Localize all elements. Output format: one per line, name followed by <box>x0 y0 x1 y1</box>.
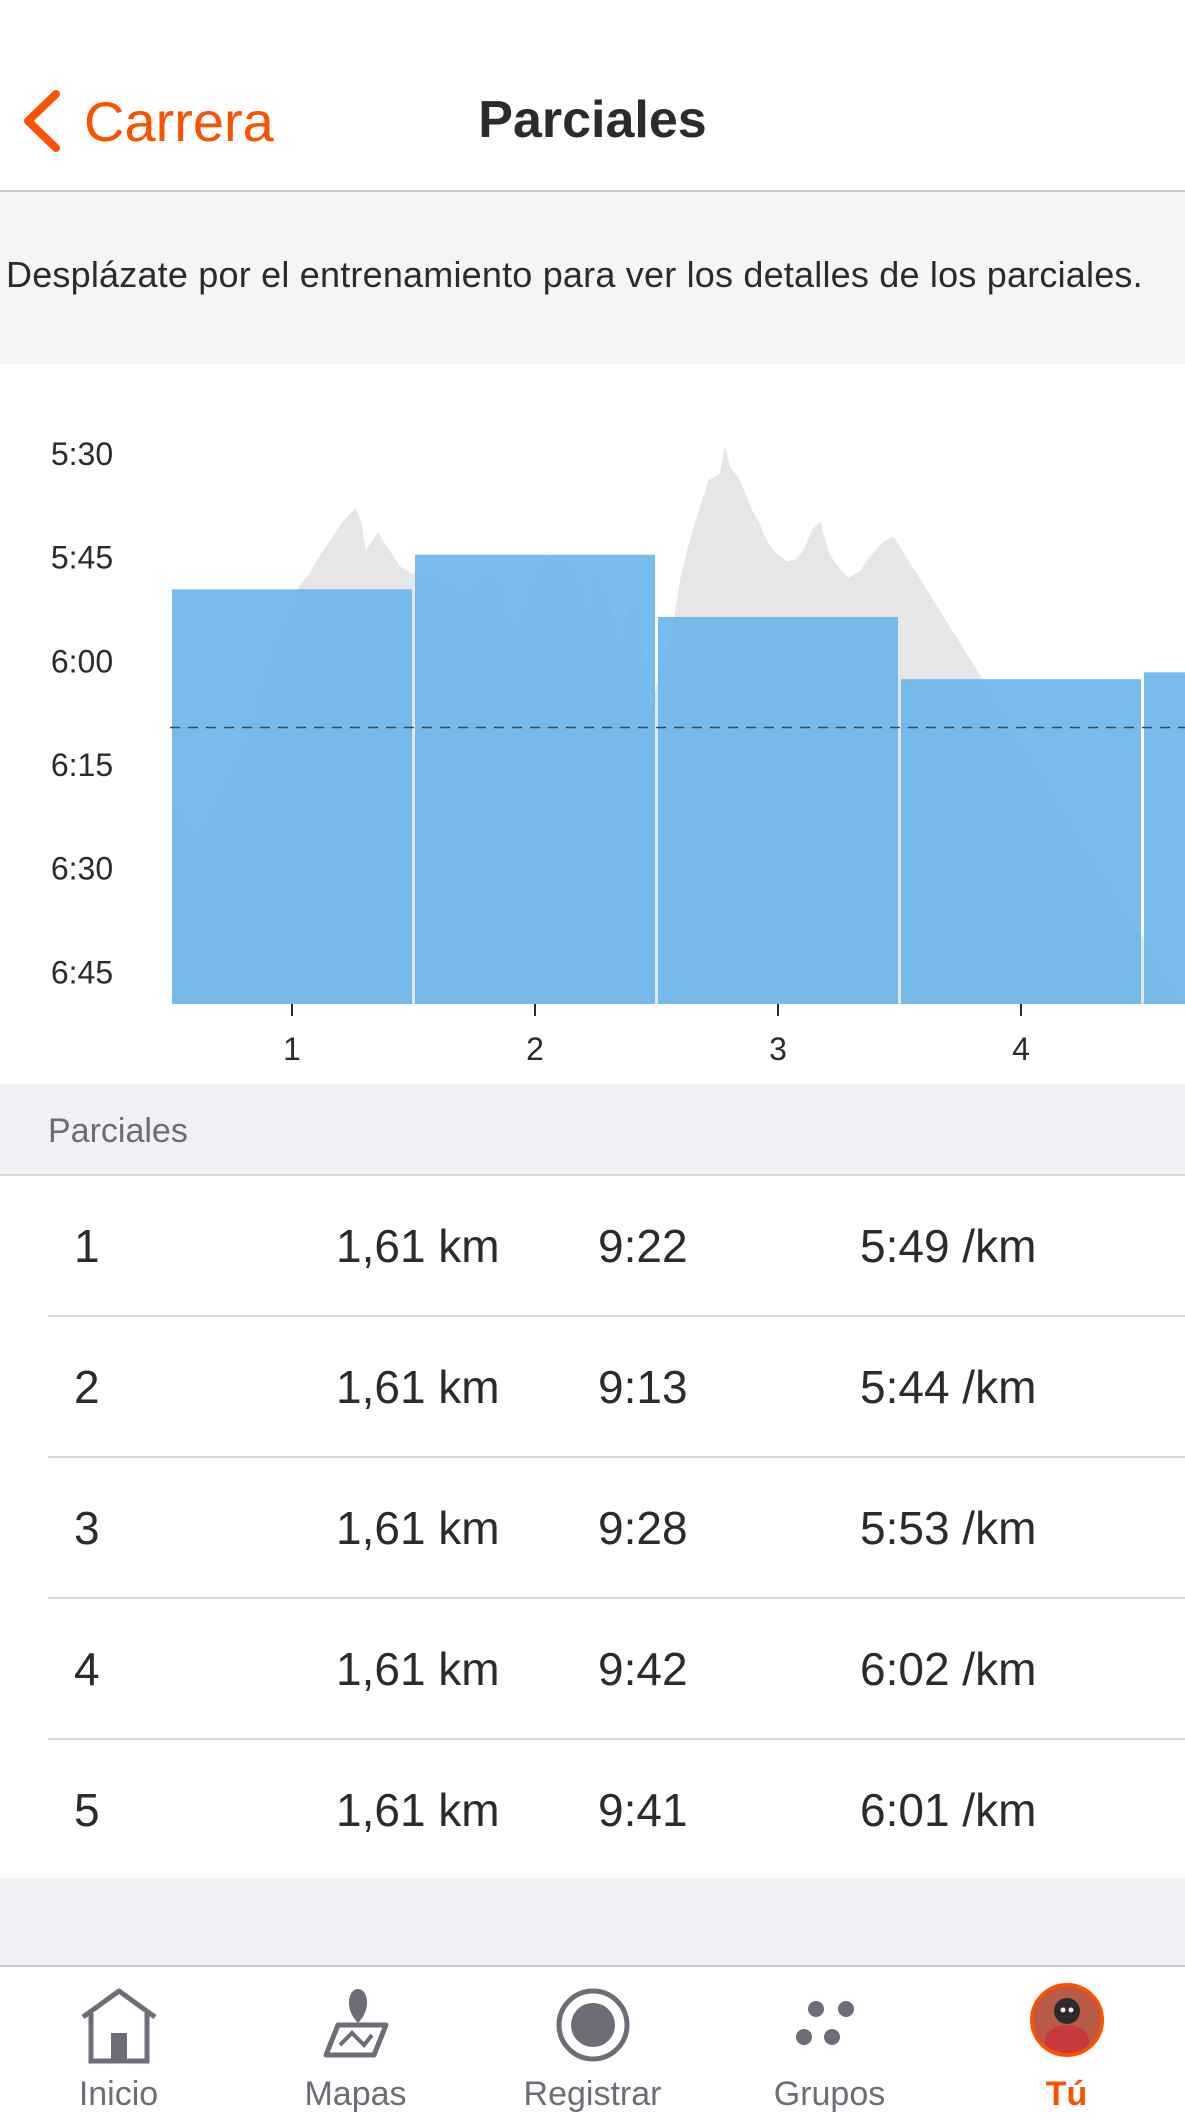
split-pace: 6:01 /km <box>860 1784 1037 1836</box>
table-row: 1 1,61 km 9:22 5:49 /km <box>48 1176 1185 1317</box>
groups-icon <box>795 2001 854 2045</box>
split-time: 9:28 <box>598 1502 688 1554</box>
x-tick-label: 4 <box>1012 1031 1030 1067</box>
tab-bar: Inicio Mapas Registrar Grupos <box>0 1965 1185 2125</box>
y-tick-label: 5:45 <box>51 540 113 576</box>
tab-registrar[interactable]: Registrar <box>474 1967 711 2127</box>
chart-bar <box>415 554 655 1004</box>
chevron-left-icon <box>24 90 60 152</box>
y-tick-label: 6:15 <box>51 747 113 783</box>
section-header: Parciales <box>0 1084 1185 1176</box>
table-row: 2 1,61 km 9:13 5:44 /km <box>48 1317 1185 1458</box>
y-tick-label: 5:30 <box>51 436 113 472</box>
chart-bar <box>658 616 898 1004</box>
chart-bar <box>1144 672 1185 1004</box>
tab-tu[interactable]: Tú <box>948 1967 1185 2127</box>
page-title: Parciales <box>478 91 707 149</box>
split-pace: 5:44 /km <box>860 1361 1037 1413</box>
split-number: 5 <box>74 1784 100 1836</box>
tab-inicio[interactable]: Inicio <box>0 1967 237 2127</box>
tab-mapas[interactable]: Mapas <box>237 1967 474 2127</box>
split-number: 2 <box>74 1361 100 1413</box>
split-time: 9:22 <box>598 1220 688 1272</box>
split-distance: 1,61 km <box>336 1784 500 1836</box>
split-number: 1 <box>74 1220 100 1272</box>
split-number: 3 <box>74 1502 100 1554</box>
y-tick-label: 6:00 <box>51 643 113 679</box>
hint-text: Desplázate por el entrenamiento para ver… <box>6 254 1143 295</box>
home-icon <box>81 1988 156 2064</box>
split-pace: 5:53 /km <box>860 1502 1037 1554</box>
tab-label: Mapas <box>304 2075 407 2113</box>
split-time: 9:42 <box>598 1643 688 1695</box>
split-distance: 1,61 km <box>336 1220 500 1272</box>
tab-label: Inicio <box>78 2075 159 2113</box>
x-tick-label: 2 <box>526 1031 544 1067</box>
split-number: 4 <box>74 1643 100 1695</box>
back-label: Carrera <box>84 89 274 153</box>
splits-chart-svg[interactable]: 5:30 5:45 6:00 6:15 6:30 6:45 1 2 3 4 <box>0 364 1185 1084</box>
chart-bar <box>172 589 412 1004</box>
x-tick-label: 3 <box>769 1031 787 1067</box>
table-row: 3 1,61 km 9:28 5:53 /km <box>48 1458 1185 1599</box>
y-tick-label: 6:30 <box>51 851 113 887</box>
splits-table: 1 1,61 km 9:22 5:49 /km 2 1,61 km 9:13 5… <box>0 1176 1185 1881</box>
split-time: 9:13 <box>598 1361 688 1413</box>
split-time: 9:41 <box>598 1784 688 1836</box>
tab-grupos[interactable]: Grupos <box>711 1967 948 2127</box>
list-footer-spacer <box>0 1878 1185 1966</box>
tab-label: Registrar <box>523 2075 662 2113</box>
hint-banner: Desplázate por el entrenamiento para ver… <box>0 192 1185 364</box>
avatar-image <box>1033 1987 1100 2053</box>
split-pace: 6:02 /km <box>860 1643 1037 1695</box>
table-row: 5 1,61 km 9:41 6:01 /km <box>0 1740 1185 1881</box>
section-label: Parciales <box>48 1112 188 1150</box>
tab-label: Grupos <box>773 2075 886 2113</box>
splits-chart[interactable]: 5:30 5:45 6:00 6:15 6:30 6:45 1 2 3 4 <box>0 364 1185 1084</box>
back-button[interactable]: Carrera <box>20 88 274 154</box>
split-pace: 5:49 /km <box>860 1220 1037 1272</box>
nav-header: Carrera Parciales <box>0 0 1185 192</box>
chart-bar <box>901 679 1141 1004</box>
profile-avatar <box>1029 1983 1104 2057</box>
split-distance: 1,61 km <box>336 1643 500 1695</box>
record-icon <box>556 1988 629 2062</box>
map-icon <box>323 1989 388 2058</box>
split-distance: 1,61 km <box>336 1361 500 1413</box>
split-distance: 1,61 km <box>336 1502 500 1554</box>
y-tick-label: 6:45 <box>51 954 113 990</box>
tab-label: Tú <box>1045 2075 1088 2113</box>
x-tick-label: 1 <box>283 1031 301 1067</box>
table-row: 4 1,61 km 9:42 6:02 /km <box>48 1599 1185 1740</box>
